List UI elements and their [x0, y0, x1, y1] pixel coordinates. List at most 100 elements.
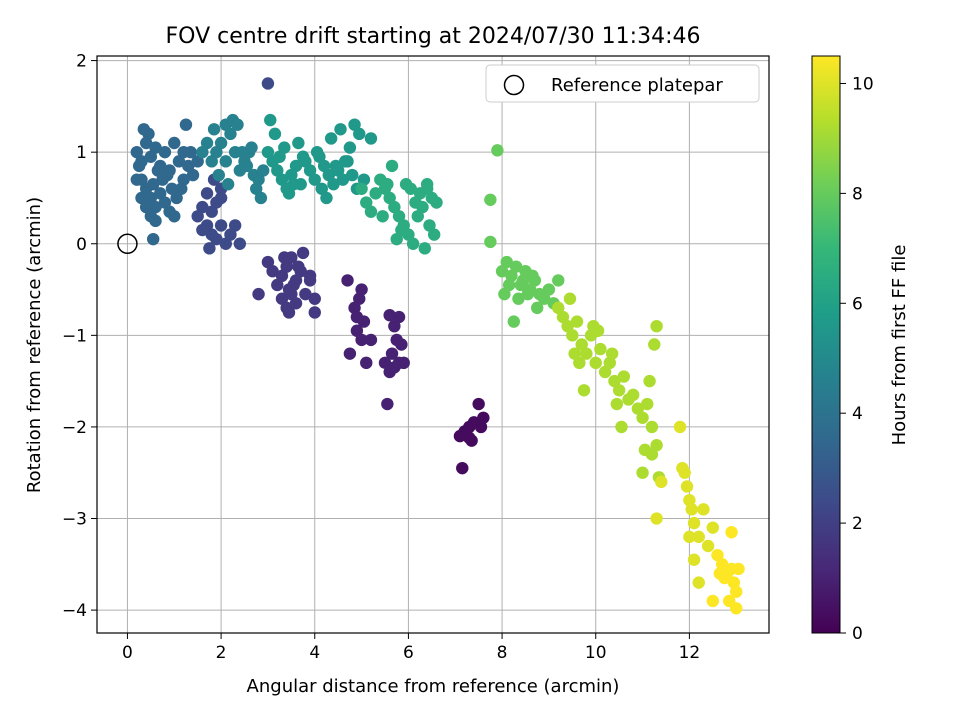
- data-point: [266, 265, 279, 278]
- data-point: [149, 141, 162, 154]
- data-point: [275, 173, 289, 186]
- data-point: [575, 338, 588, 351]
- data-point: [685, 503, 698, 516]
- data-point: [378, 356, 392, 370]
- data-point: [205, 228, 218, 241]
- data-point: [526, 269, 539, 283]
- data-point: [165, 182, 179, 196]
- y-tick-label: −3: [62, 510, 87, 530]
- data-point: [214, 191, 228, 205]
- data-point: [130, 173, 144, 186]
- data-point: [692, 576, 705, 589]
- data-point: [320, 191, 333, 205]
- data-point: [636, 466, 649, 479]
- data-point: [172, 155, 186, 168]
- data-point: [570, 315, 584, 328]
- data-point: [355, 333, 368, 347]
- data-point: [292, 260, 305, 273]
- data-point: [697, 503, 710, 516]
- data-point: [317, 159, 331, 173]
- data-point: [556, 310, 570, 324]
- data-point: [334, 123, 347, 136]
- legend: Reference platepar: [485, 64, 760, 103]
- data-point: [552, 301, 565, 315]
- colorbar-tick-label: 6: [852, 294, 863, 314]
- data-point: [687, 553, 701, 566]
- y-axis-ticks: −4 −3 −2 −1 0 1 2: [62, 52, 97, 621]
- data-point: [130, 145, 144, 159]
- data-point: [341, 274, 354, 287]
- data-point: [498, 287, 511, 301]
- data-point: [221, 178, 235, 191]
- data-point: [151, 164, 165, 177]
- data-point: [350, 324, 364, 337]
- plot-frame: [96, 55, 770, 634]
- data-point: [308, 292, 321, 305]
- data-point: [196, 200, 209, 214]
- data-point: [404, 182, 417, 196]
- data-point: [418, 242, 432, 255]
- legend-marker-open-circle: [503, 74, 525, 96]
- data-point: [484, 235, 497, 249]
- data-point: [275, 269, 289, 283]
- data-point: [158, 196, 172, 209]
- data-point: [655, 475, 668, 489]
- data-point: [257, 164, 270, 177]
- data-point: [364, 132, 378, 145]
- data-point: [161, 168, 174, 182]
- data-point: [149, 214, 162, 228]
- colorbar-tick-label: 2: [852, 514, 863, 534]
- x-tick-label: 6: [403, 643, 414, 663]
- data-point: [610, 397, 624, 411]
- y-axis-label: Rotation from reference (arcmin): [24, 197, 45, 493]
- data-point: [315, 182, 328, 196]
- data-point: [500, 255, 513, 269]
- data-point: [139, 200, 153, 214]
- data-point: [168, 136, 181, 150]
- data-point: [608, 374, 621, 388]
- data-point: [430, 196, 443, 209]
- data-point: [636, 411, 649, 424]
- data-point: [650, 319, 663, 333]
- data-point: [388, 200, 401, 214]
- data-point: [598, 365, 612, 379]
- data-point: [388, 319, 401, 333]
- data-point: [196, 223, 209, 237]
- data-point: [530, 301, 544, 315]
- data-point: [589, 356, 602, 370]
- y-tick-label: −2: [62, 418, 87, 438]
- reference-platepar-point: [117, 233, 138, 255]
- data-point: [250, 182, 263, 196]
- data-point: [495, 265, 509, 278]
- data-point: [357, 315, 371, 328]
- y-tick-label: 2: [76, 52, 87, 72]
- data-point: [329, 159, 343, 173]
- data-point: [364, 333, 378, 347]
- data-point: [713, 567, 727, 580]
- chart-title: FOV centre drift starting at 2024/07/30 …: [166, 24, 701, 49]
- data-point: [477, 411, 490, 424]
- data-point: [135, 191, 148, 205]
- x-axis-label: Angular distance from reference (arcmin): [247, 676, 620, 697]
- data-point: [427, 228, 441, 241]
- data-point: [383, 191, 396, 205]
- data-point: [364, 205, 378, 218]
- data-point: [390, 232, 403, 246]
- data-point: [261, 145, 275, 159]
- data-point: [254, 191, 268, 205]
- data-point: [552, 274, 565, 287]
- data-point: [175, 182, 188, 196]
- y-tick-label: 1: [76, 143, 87, 163]
- data-point: [420, 178, 434, 191]
- colorbar: [811, 55, 841, 634]
- data-point: [191, 155, 204, 168]
- data-point: [680, 480, 694, 493]
- data-point: [392, 210, 406, 223]
- data-point: [144, 150, 158, 163]
- data-point: [338, 155, 352, 168]
- data-point: [577, 384, 591, 397]
- data-point: [287, 278, 300, 292]
- data-point: [502, 278, 516, 292]
- x-tick-label: 2: [216, 643, 227, 663]
- data-point: [214, 219, 228, 232]
